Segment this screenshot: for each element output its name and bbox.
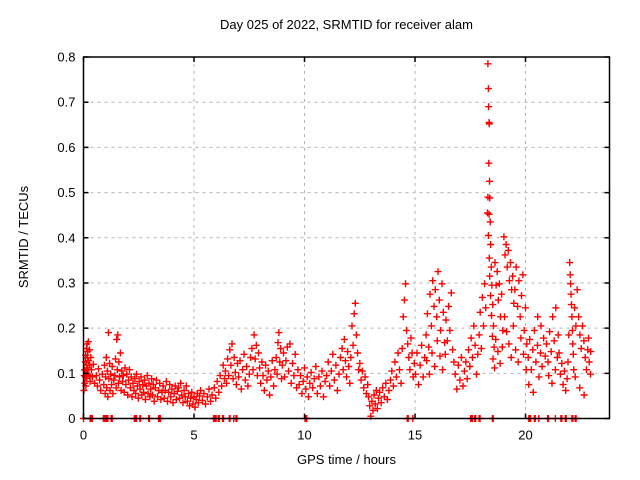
y-tick-label: 0.8 (57, 50, 75, 65)
y-tick-label: 0.3 (57, 275, 75, 290)
y-tick-label: 0.7 (57, 95, 75, 110)
x-axis-label: GPS time / hours (297, 452, 396, 467)
x-tick-label: 15 (408, 428, 422, 443)
y-tick-label: 0.4 (57, 230, 75, 245)
data-points (80, 60, 595, 422)
x-tick-label: 0 (80, 428, 87, 443)
y-tick-label: 0.1 (57, 366, 75, 381)
x-tick-label: 10 (297, 428, 311, 443)
chart-title: Day 025 of 2022, SRMTID for receiver ala… (220, 17, 473, 32)
x-tick-label: 20 (518, 428, 532, 443)
grid-lines (83, 57, 610, 419)
axis-ticks (82, 56, 610, 420)
y-tick-label: 0.6 (57, 140, 75, 155)
y-tick-label: 0.2 (57, 321, 75, 336)
x-tick-label: 5 (190, 428, 197, 443)
y-tick-label: 0.5 (57, 185, 75, 200)
y-tick-label: 0 (68, 411, 75, 426)
